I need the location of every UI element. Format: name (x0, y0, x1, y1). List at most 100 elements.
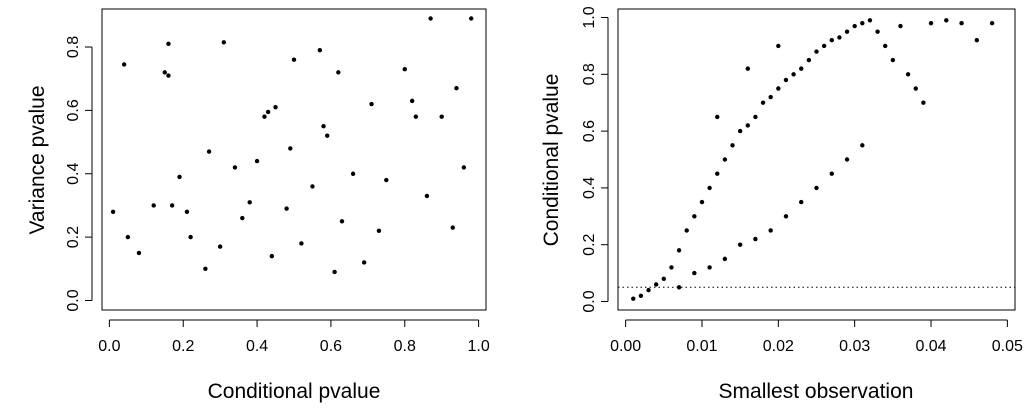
data-point (384, 177, 389, 183)
data-point (837, 35, 842, 40)
data-point (325, 133, 330, 138)
right-y-axis-title: Conditional pvalue (540, 74, 563, 247)
data-point (653, 282, 659, 287)
data-point (169, 203, 175, 208)
data-point (284, 206, 289, 211)
left-x-axis: 0.0 0.2 0.4 0.6 0.8 1.0 (98, 319, 490, 355)
data-point (177, 174, 182, 180)
data-point (413, 114, 419, 119)
data-point (676, 285, 682, 290)
data-point (867, 18, 873, 23)
x-tick-label: 0.6 (320, 338, 342, 355)
x-tick-label: 0.01 (686, 338, 717, 355)
data-point (959, 20, 964, 26)
data-point (317, 47, 323, 53)
data-point (753, 236, 758, 242)
data-point (291, 57, 297, 62)
data-point (162, 70, 167, 75)
data-point (745, 66, 750, 71)
data-point (336, 70, 341, 75)
data-point (814, 185, 819, 191)
right-scatter-panel: 0.00 0.01 0.02 0.03 0.04 0.05 0.0 0.2 0.4 0.6 0.8… (540, 6, 1023, 403)
data-point (844, 157, 850, 162)
y-tick-label: 1.0 (581, 6, 598, 28)
y-tick-label: 0.6 (65, 99, 82, 121)
data-point (692, 270, 697, 276)
data-point (715, 114, 720, 120)
data-point (944, 18, 949, 23)
data-point (166, 41, 171, 47)
data-point (669, 265, 674, 270)
data-point (151, 203, 156, 208)
x-tick-label: 0.05 (992, 338, 1023, 355)
data-point (692, 214, 697, 219)
data-point (776, 86, 781, 91)
x-tick-label: 0.8 (394, 338, 416, 355)
x-tick-label: 0.04 (915, 338, 946, 355)
y-tick-label: 0.6 (581, 120, 598, 142)
data-point (221, 40, 227, 45)
data-point (814, 49, 819, 54)
data-point (409, 98, 415, 104)
data-point (166, 73, 171, 78)
right-x-axis-title: Smallest observation (719, 380, 914, 403)
data-point (737, 242, 743, 247)
data-point (254, 158, 260, 164)
data-point (273, 105, 278, 110)
right-x-axis: 0.00 0.01 0.02 0.03 0.04 0.05 (610, 319, 1023, 355)
data-point (776, 43, 781, 49)
data-point (450, 225, 455, 230)
data-point (989, 20, 995, 26)
data-point (707, 185, 712, 191)
data-point (974, 38, 980, 43)
data-point (852, 23, 857, 29)
data-point (136, 250, 142, 256)
data-point (376, 228, 382, 233)
data-point (232, 165, 238, 170)
data-point (898, 23, 903, 29)
data-point (646, 287, 651, 293)
data-point (715, 171, 720, 176)
x-tick-label: 0.2 (172, 338, 194, 355)
data-point (439, 114, 444, 119)
data-point (638, 293, 644, 299)
y-tick-label: 0.2 (581, 233, 598, 255)
data-point (110, 209, 116, 214)
data-point (269, 253, 275, 259)
data-point (860, 20, 865, 26)
data-point (339, 219, 345, 224)
data-point (844, 29, 850, 34)
y-tick-label: 0.8 (65, 36, 82, 58)
data-point (206, 149, 212, 154)
data-point (913, 86, 918, 91)
x-tick-label: 0.4 (246, 338, 268, 355)
data-point (905, 72, 911, 77)
data-point (783, 214, 789, 219)
data-point (753, 114, 758, 120)
data-point (722, 157, 728, 162)
right-plot-box (617, 8, 1016, 311)
data-point (428, 16, 433, 21)
data-point (402, 67, 407, 72)
data-point (188, 234, 193, 240)
data-point (684, 228, 689, 233)
data-point (262, 114, 267, 119)
data-point (875, 29, 880, 34)
data-point (332, 269, 337, 275)
data-point (424, 193, 430, 199)
data-point (265, 109, 271, 115)
data-point (745, 123, 750, 128)
data-point (707, 265, 712, 270)
data-point (806, 57, 812, 63)
y-tick-label: 0.0 (581, 290, 598, 312)
x-tick-label: 0.02 (763, 338, 794, 355)
left-y-axis-title: Variance pvalue (26, 85, 49, 234)
data-point (768, 228, 773, 233)
data-point (921, 100, 926, 105)
data-point (760, 100, 766, 105)
data-point (454, 86, 459, 91)
data-point (240, 215, 245, 221)
data-point (217, 244, 223, 249)
data-point (829, 171, 834, 176)
